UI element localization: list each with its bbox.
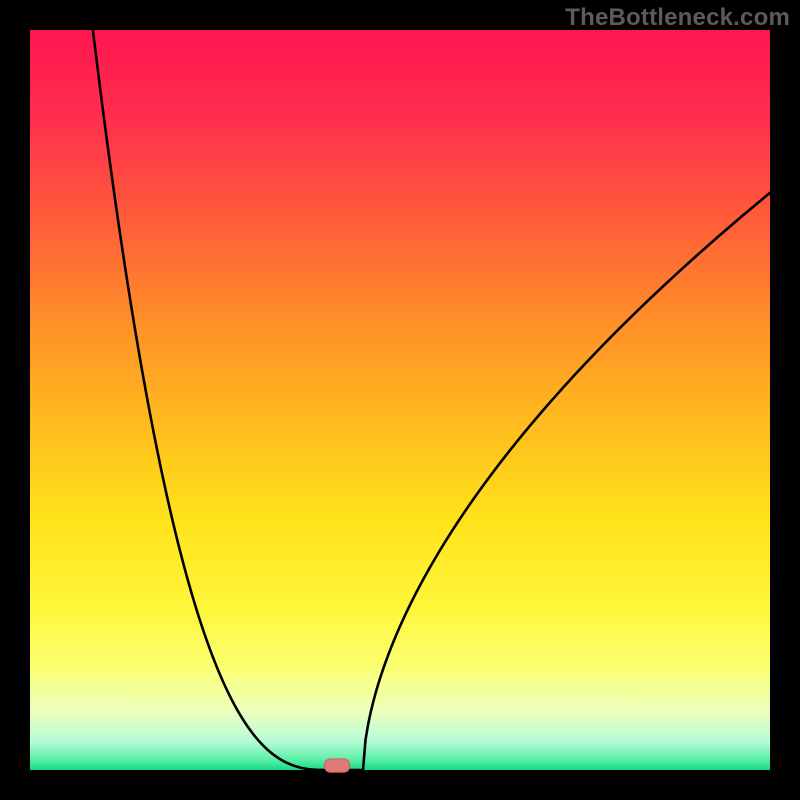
optimum-marker xyxy=(325,759,350,772)
plot-background xyxy=(30,30,770,770)
chart-stage: TheBottleneck.com xyxy=(0,0,800,800)
bottleneck-chart xyxy=(0,0,800,800)
watermark-text: TheBottleneck.com xyxy=(565,4,790,32)
